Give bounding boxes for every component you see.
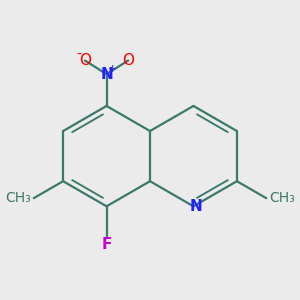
- Text: -: -: [76, 48, 82, 62]
- Text: +: +: [108, 64, 117, 74]
- Text: O: O: [79, 53, 91, 68]
- Text: O: O: [122, 53, 134, 68]
- Text: N: N: [190, 199, 202, 214]
- Text: N: N: [100, 67, 113, 82]
- Text: CH₃: CH₃: [269, 191, 295, 205]
- Text: F: F: [101, 237, 112, 252]
- Text: CH₃: CH₃: [5, 191, 31, 205]
